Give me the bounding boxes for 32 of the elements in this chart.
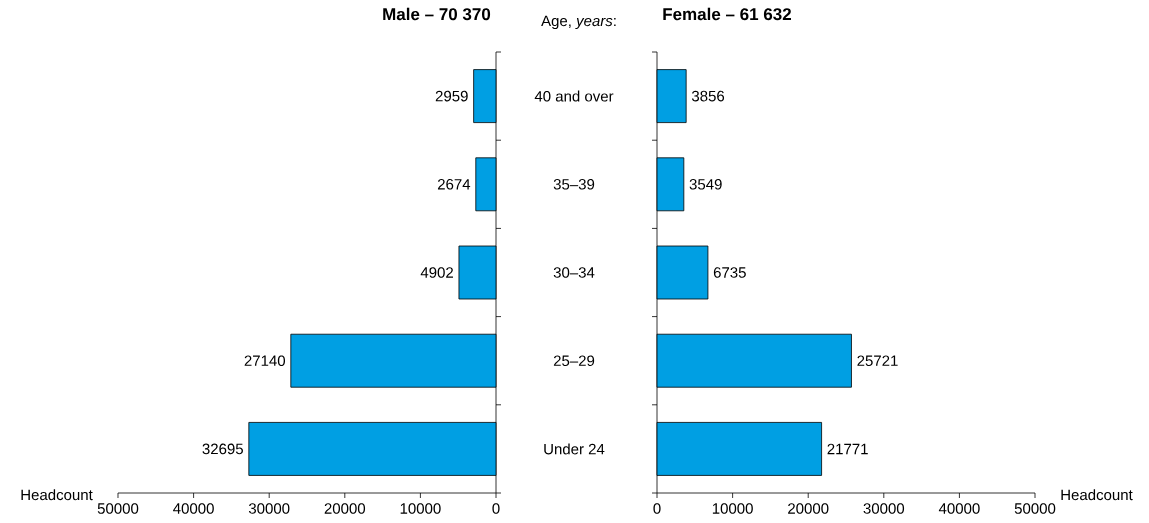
data-label: 3549 — [689, 179, 722, 190]
y-axis-title: Age, years: — [541, 15, 616, 30]
data-label: 6735 — [713, 267, 746, 278]
data-label: 4902 — [420, 267, 453, 278]
y-tick-label: 40 and over — [534, 90, 614, 102]
data-label: 2674 — [437, 179, 471, 190]
chart-title: Male – 70 370 — [383, 7, 491, 21]
x-tick-label: 10000 — [712, 503, 753, 514]
x-axis-title: Headcount — [21, 489, 93, 501]
x-tick-label: 0 — [653, 503, 661, 514]
x-tick-label: 0 — [492, 503, 500, 514]
data-label: 3856 — [691, 90, 725, 102]
x-tick-label: 40000 — [173, 503, 214, 514]
x-tick-label: 20000 — [788, 503, 829, 514]
data-label: 27140 — [244, 355, 286, 367]
x-tick-label: 30000 — [863, 503, 905, 514]
y-tick-label: 35–39 — [553, 179, 595, 190]
y-tick-label: 30–34 — [553, 267, 595, 278]
x-tick-label: 50000 — [97, 503, 139, 514]
x-axis-title: Headcount — [1061, 489, 1133, 501]
x-tick-label: 20000 — [324, 503, 366, 514]
data-label: 25721 — [857, 355, 898, 367]
data-label: 21771 — [827, 443, 868, 455]
x-tick-label: 30000 — [248, 503, 290, 514]
data-label: 32695 — [202, 443, 243, 455]
x-tick-label: 50000 — [1014, 503, 1056, 514]
y-tick-label: Under 24 — [544, 443, 605, 455]
y-tick-label: 25–29 — [553, 355, 595, 367]
chart-title: Female – 61 632 — [663, 7, 791, 21]
x-tick-label: 10000 — [400, 503, 441, 514]
data-label: 2959 — [435, 90, 468, 102]
x-tick-label: 40000 — [938, 503, 980, 514]
